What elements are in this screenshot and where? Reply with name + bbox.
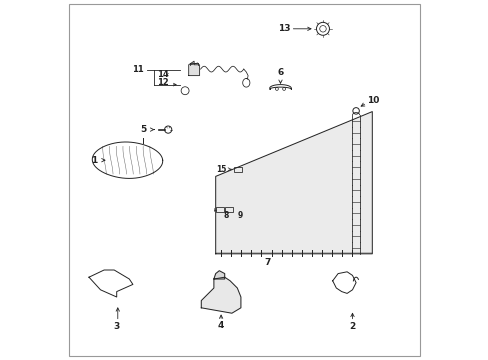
Text: 9: 9 — [237, 211, 243, 220]
Text: 8: 8 — [224, 211, 229, 220]
Text: 15: 15 — [216, 165, 226, 174]
Circle shape — [282, 87, 285, 90]
Polygon shape — [188, 61, 199, 76]
Text: 4: 4 — [218, 321, 224, 330]
Text: 5: 5 — [140, 125, 146, 134]
Text: 1: 1 — [91, 156, 97, 165]
Bar — [215, 207, 223, 212]
Text: 12: 12 — [156, 78, 168, 87]
Text: 10: 10 — [366, 96, 379, 105]
Text: 3: 3 — [113, 322, 120, 331]
Text: 7: 7 — [264, 258, 270, 267]
Polygon shape — [201, 277, 241, 313]
Polygon shape — [213, 271, 224, 279]
Text: 11: 11 — [132, 66, 143, 75]
Polygon shape — [215, 112, 371, 254]
Text: 2: 2 — [348, 322, 355, 331]
Text: 14: 14 — [156, 71, 168, 80]
Circle shape — [275, 87, 278, 90]
Text: 6: 6 — [277, 68, 283, 77]
Bar — [234, 167, 242, 172]
Text: 13: 13 — [277, 24, 290, 33]
Bar — [224, 207, 232, 212]
